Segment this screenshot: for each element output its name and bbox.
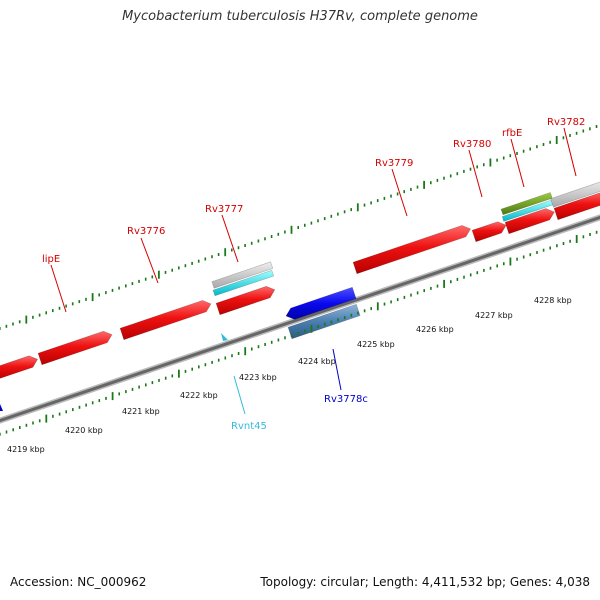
gene-label-rv3780[interactable]: Rv3780 [453, 139, 491, 150]
feature-rv3777-gray[interactable] [211, 261, 274, 289]
scale-label: 4222 kbp [180, 391, 218, 400]
gene-rv3780-forward[interactable] [471, 221, 507, 243]
gene-labels: lipE Rv3776 Rv3777 Rv3779 Rv3780 rfbE Rv… [42, 117, 585, 432]
scale-label: 4226 kbp [416, 325, 454, 334]
rvnt45-marker[interactable] [221, 333, 228, 341]
scale-label: 4223 kbp [239, 373, 277, 382]
feature-rfbe-olive[interactable] [500, 192, 553, 216]
feature-rv3782-gray[interactable] [550, 180, 600, 208]
gene-label-rv3779[interactable]: Rv3779 [375, 158, 413, 169]
scale-label: 4224 kbp [298, 357, 336, 366]
scale-label: 4225 kbp [357, 340, 395, 349]
backbone-group [0, 192, 600, 442]
gene-label-rv3776[interactable]: Rv3776 [127, 226, 165, 237]
accession-text: Accession: NC_000962 [10, 575, 147, 589]
gene-rv3776-forward[interactable] [37, 330, 113, 366]
gene-label-rvnt45[interactable]: Rvnt45 [231, 421, 267, 432]
gene-label-rv3778c[interactable]: Rv3778c [324, 394, 368, 405]
scale-labels: 4219 kbp 4220 kbp 4221 kbp 4222 kbp 4223… [7, 296, 572, 454]
gene-rv3779-forward[interactable] [352, 225, 472, 275]
gene-rv3777-forward[interactable] [215, 285, 276, 316]
gene-rv3776b-forward[interactable] [119, 300, 212, 341]
feature-rv3777-cyan[interactable] [212, 269, 275, 297]
genes-layer [0, 180, 600, 411]
rvnt45-leader [233, 375, 246, 415]
scale-label: 4228 kbp [534, 296, 572, 305]
scale-label: 4220 kbp [65, 426, 103, 435]
gene-label-rfbe[interactable]: rfbE [502, 128, 522, 139]
rfbe-leader [510, 138, 525, 188]
gene-lipe-forward[interactable] [0, 355, 39, 380]
lipe-leader [50, 264, 67, 313]
rv3778c-leader [332, 348, 342, 391]
backbone-line-inner [0, 193, 600, 441]
rv3776-leader [140, 237, 159, 284]
gene-rv3782-forward[interactable] [553, 191, 600, 221]
left-edge-marker [0, 404, 3, 411]
map-title: Mycobacterium tuberculosis H37Rv, comple… [122, 9, 478, 24]
gene-label-rv3777[interactable]: Rv3777 [205, 204, 243, 215]
gene-label-lipe[interactable]: lipE [42, 254, 60, 265]
scale-label: 4227 kbp [475, 311, 513, 320]
rv3779-leader [391, 168, 408, 217]
rv3780-leader [468, 149, 483, 198]
leaders-layer [50, 127, 577, 415]
gene-rfbe-forward[interactable] [504, 208, 555, 235]
rv3777-leader [221, 214, 239, 263]
scale-label: 4221 kbp [122, 407, 160, 416]
gene-label-rv3782[interactable]: Rv3782 [547, 117, 585, 128]
scale-label: 4219 kbp [7, 445, 45, 454]
gene-rv3778c-reverse[interactable] [285, 286, 357, 320]
rv3782-leader [563, 127, 577, 177]
genome-summary-text: Topology: circular; Length: 4,411,532 bp… [260, 575, 590, 589]
ticks-layer [0, 125, 598, 436]
